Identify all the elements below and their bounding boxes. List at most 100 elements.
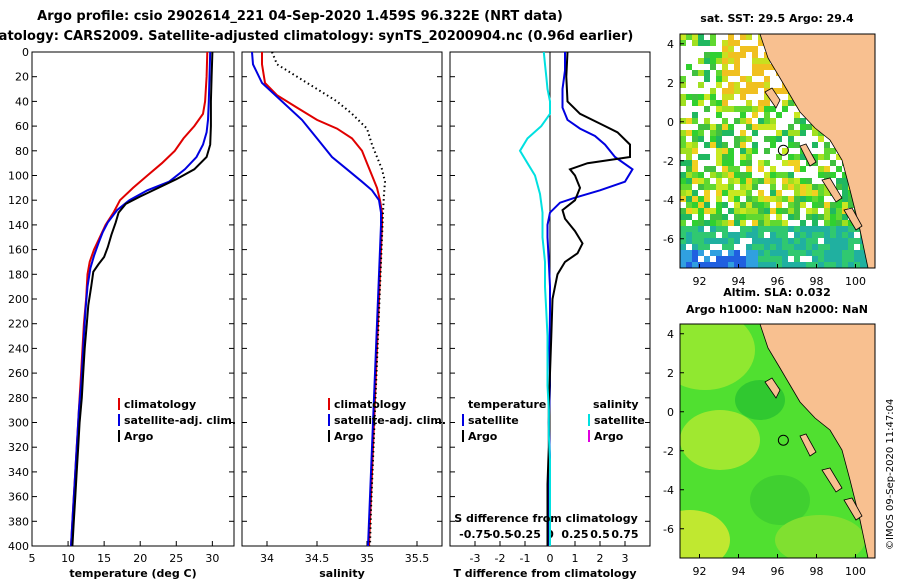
sst-pixel: [680, 262, 686, 268]
sst-pixel: [698, 196, 704, 202]
sst-pixel: [710, 124, 716, 130]
sst-pixel: [758, 106, 764, 112]
x-tick-label: 10: [61, 552, 75, 565]
x-tick-label: -3: [470, 552, 481, 565]
sst-pixel: [800, 154, 806, 160]
y-tick-label: 80: [15, 145, 29, 158]
sst-pixel: [692, 142, 698, 148]
sst-pixel: [680, 82, 686, 88]
legend-swatch: [328, 430, 330, 442]
sst-pixel: [734, 40, 740, 46]
sst-pixel: [836, 202, 842, 208]
sst-pixel: [812, 184, 818, 190]
sst-pixel: [770, 190, 776, 196]
sst-pixel: [842, 232, 848, 238]
sst-island: [764, 87, 781, 109]
legend-label: climatology: [124, 398, 196, 411]
map-x-tick-label: 92: [693, 565, 707, 578]
sst-pixel: [728, 244, 734, 250]
sst-pixel: [794, 130, 800, 136]
sst-pixel: [764, 202, 770, 208]
sst-pixel: [698, 250, 704, 256]
x-tick-label-2: -0.5: [488, 528, 512, 541]
sst-pixel: [788, 202, 794, 208]
sst-pixel: [818, 196, 824, 202]
sst-pixel: [710, 136, 716, 142]
sst-pixel: [704, 76, 710, 82]
sst-pixel: [746, 148, 752, 154]
sst-pixel: [680, 190, 686, 196]
sst-pixel: [740, 112, 746, 118]
sst-pixel: [788, 130, 794, 136]
x-tick-label: -2: [495, 552, 506, 565]
sst-pixel: [716, 202, 722, 208]
sst-pixel: [710, 130, 716, 136]
sst-pixel: [746, 46, 752, 52]
sst-pixel: [806, 226, 812, 232]
salinity-plot-frame: [241, 51, 443, 547]
sst-pixel: [716, 142, 722, 148]
sst-pixel: [716, 124, 722, 130]
sst-pixel: [716, 262, 722, 268]
sst-pixel: [728, 160, 734, 166]
sst-pixel: [686, 178, 692, 184]
sst-pixel: [692, 100, 698, 106]
x-tick-label-2: -0.75: [459, 528, 491, 541]
sst-pixel: [734, 82, 740, 88]
sst-pixel: [752, 220, 758, 226]
sst-pixel: [782, 88, 788, 94]
sst-pixel: [686, 256, 692, 262]
x-tick-label: 3: [622, 552, 629, 565]
sst-pixel: [680, 196, 686, 202]
map-x-tick-label: 100: [845, 565, 866, 578]
sst-pixel: [716, 172, 722, 178]
sst-pixel: [842, 202, 848, 208]
y-tick-label: 20: [15, 71, 29, 84]
sst-pixel: [770, 250, 776, 256]
sst-pixel: [848, 262, 854, 268]
sst-pixel: [740, 34, 746, 40]
sst-pixel: [734, 166, 740, 172]
sst-pixel: [722, 142, 728, 148]
sst-pixel: [728, 166, 734, 172]
sst-pixel: [764, 250, 770, 256]
sst-pixel: [788, 226, 794, 232]
sst-pixel: [728, 34, 734, 40]
sst-pixel: [686, 238, 692, 244]
sst-pixel: [848, 220, 854, 226]
sst-pixel: [782, 250, 788, 256]
sst-pixel: [704, 154, 710, 160]
series-line-satellite-adj-clim-: [251, 52, 382, 546]
sst-pixel: [704, 262, 710, 268]
sst-pixel: [758, 82, 764, 88]
sst-pixel: [728, 70, 734, 76]
sst-pixel: [722, 220, 728, 226]
sst-pixel: [824, 148, 830, 154]
sst-pixel: [722, 88, 728, 94]
sst-pixel: [716, 160, 722, 166]
sst-pixel: [734, 106, 740, 112]
sst-pixel: [782, 232, 788, 238]
sst-pixel: [794, 154, 800, 160]
sst-pixel: [692, 226, 698, 232]
sst-pixel: [764, 208, 770, 214]
sst-pixel: [722, 160, 728, 166]
sst-pixel: [782, 244, 788, 250]
y-tick-label: 140: [8, 219, 29, 232]
sst-pixel: [740, 220, 746, 226]
sst-pixel: [830, 148, 836, 154]
sst-pixel: [800, 190, 806, 196]
y-tick-label: 280: [8, 392, 29, 405]
sst-pixel: [842, 262, 848, 268]
sst-pixel: [770, 196, 776, 202]
sst-pixel: [716, 58, 722, 64]
sst-pixel: [812, 202, 818, 208]
sst-pixel: [842, 250, 848, 256]
sst-pixel: [716, 250, 722, 256]
sst-pixel: [722, 256, 728, 262]
sst-pixel: [686, 226, 692, 232]
sst-pixel: [812, 232, 818, 238]
sst-pixel: [812, 130, 818, 136]
sst-pixel: [740, 130, 746, 136]
sst-pixel: [728, 52, 734, 58]
